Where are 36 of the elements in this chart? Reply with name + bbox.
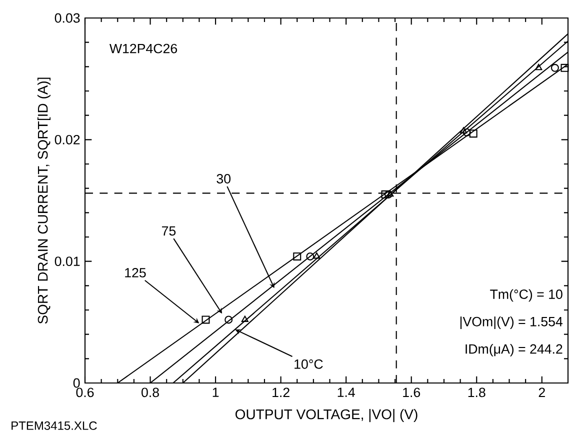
point [306,252,314,260]
x-tick-label: 0.6 [76,388,94,398]
y-tick-label: 0 [73,378,80,388]
annotation: W12P4C26 [109,44,178,54]
annotation: 10°C [294,359,323,369]
y-tick-label: 0.01 [54,256,80,266]
point [313,252,320,259]
point [293,252,302,260]
x-tick-label: 1 [212,388,219,397]
x-tick-label: 1.4 [338,388,355,397]
y-tick-label: 0.02 [54,134,80,144]
x-tick-label: 1.6 [403,388,420,398]
x-tick-label: 1.8 [468,388,486,398]
point [535,64,542,70]
point [550,64,559,72]
x-axis-title: OUTPUT VOLTAGE, |VO| (V) [236,408,418,422]
point [460,127,468,134]
point [469,130,478,138]
annotation: 75 [162,226,176,236]
x-tick-label: 1.2 [272,388,290,398]
point [202,316,210,324]
annotation: IDm(μA) = 244.2 [466,344,562,356]
point [241,316,248,322]
text: PTEM3415.XLC [12,421,97,430]
annotation: |VOm|(V) = 1.554 [460,316,563,330]
x-tick-label: 2 [538,388,545,398]
point [224,316,233,324]
x-tick-label: 0.8 [142,388,159,398]
y-tick-label: 0.03 [54,13,80,23]
annotation: 30 [216,174,231,184]
point [560,64,569,72]
annotation: 125 [125,268,146,278]
annotation: Tm(°C) = 10 [490,289,562,302]
point [386,190,394,197]
point [381,190,390,198]
y-axis-title: SQRT DRAIN CURRENT, SQRT[ID (A)] [37,78,51,324]
